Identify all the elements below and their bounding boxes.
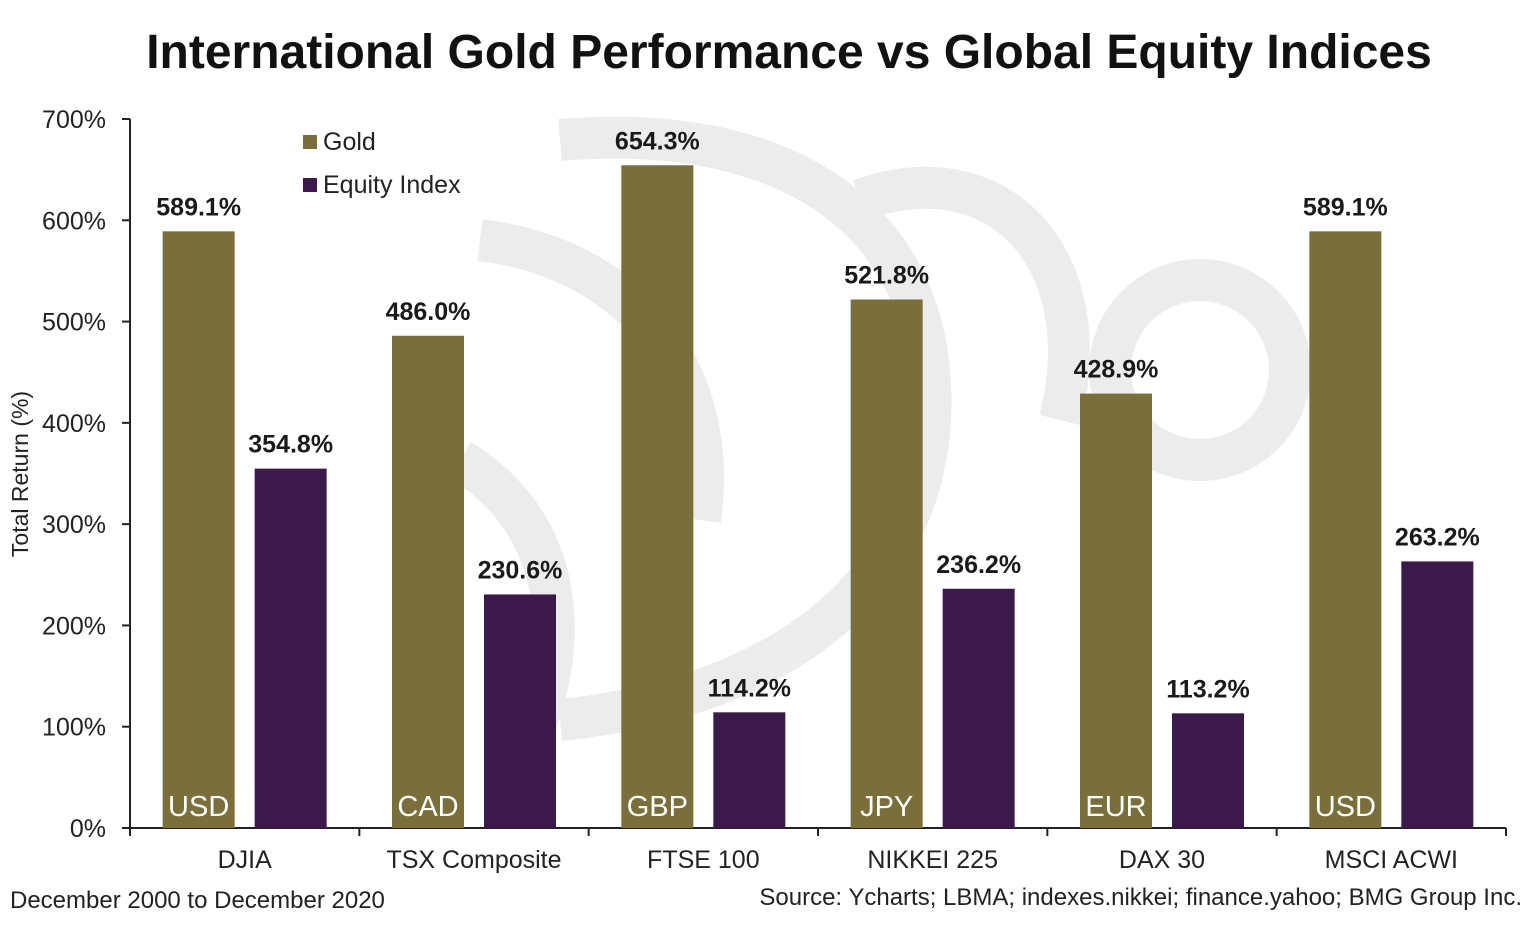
- equity-bar-nikkei-225: [942, 588, 1015, 828]
- legend-label-equity: Equity Index: [323, 171, 461, 199]
- source-note: Source: Ycharts; LBMA; indexes.nikkei; f…: [759, 884, 1522, 911]
- x-category-label: DAX 30: [1119, 846, 1205, 874]
- equity-value-label: 236.2%: [936, 551, 1021, 579]
- equity-value-label: 263.2%: [1395, 523, 1480, 551]
- y-tick-label: 400%: [42, 410, 106, 438]
- y-tick-label: 700%: [42, 106, 106, 134]
- equity-value-label: 354.8%: [248, 431, 333, 459]
- chart-title: International Gold Performance vs Global…: [146, 26, 1432, 79]
- data-labels: 589.1% 354.8% USD 486.0% 230.6% CAD 654.3% 114.…: [156, 127, 1479, 823]
- currency-label: USD: [1315, 791, 1376, 823]
- gold-value-label: 589.1%: [156, 193, 241, 221]
- currency-label: CAD: [397, 791, 458, 823]
- gold-value-label: 654.3%: [615, 127, 700, 155]
- x-category-label: NIKKEI 225: [867, 846, 998, 874]
- gold-bar-tsx-composite: [392, 335, 464, 828]
- gold-bar-nikkei-225: [850, 299, 923, 828]
- equity-bar-djia: [254, 468, 327, 828]
- x-category-label: MSCI ACWI: [1325, 846, 1458, 874]
- gold-bar-dax-30: [1080, 393, 1152, 828]
- date-range-note: December 2000 to December 2020: [10, 887, 385, 914]
- y-tick-label: 100%: [42, 714, 106, 742]
- legend-swatch-gold: [303, 135, 317, 149]
- x-category-label: FTSE 100: [647, 846, 760, 874]
- gold-bar-ftse-100: [621, 165, 694, 828]
- y-tick-label: 500%: [42, 309, 106, 337]
- y-tick-label: 300%: [42, 511, 106, 539]
- x-category-label: TSX Composite: [386, 846, 561, 874]
- axes: 0% 100% 200% 300% 400% 500% 600% 700% DJIA TSX Co…: [42, 106, 1507, 874]
- equity-bar-tsx-composite: [484, 594, 556, 828]
- equity-bar-ftse-100: [713, 712, 786, 828]
- gold-value-label: 486.0%: [386, 298, 471, 326]
- y-tick-label: 200%: [42, 612, 106, 640]
- x-category-label: DJIA: [218, 846, 273, 874]
- y-tick-label: 600%: [42, 207, 106, 235]
- gold-value-label: 428.9%: [1074, 356, 1159, 384]
- gold-value-label: 521.8%: [844, 261, 929, 289]
- bars: [162, 165, 1474, 828]
- equity-value-label: 114.2%: [708, 674, 791, 702]
- legend-label-gold: Gold: [323, 128, 376, 156]
- equity-value-label: 113.2%: [1166, 675, 1249, 703]
- legend-swatch-equity: [303, 178, 317, 192]
- currency-label: JPY: [860, 791, 913, 823]
- legend: Gold Equity Index: [303, 128, 461, 199]
- equity-bar-msci-acwi: [1401, 561, 1474, 828]
- currency-label: EUR: [1085, 791, 1146, 823]
- y-axis-label: Total Return (%): [7, 391, 33, 557]
- y-tick-label: 0%: [70, 815, 106, 843]
- equity-value-label: 230.6%: [478, 556, 563, 584]
- currency-label: GBP: [627, 791, 688, 823]
- currency-label: USD: [168, 791, 229, 823]
- gold-bar-djia: [162, 231, 235, 828]
- gold-value-label: 589.1%: [1303, 193, 1388, 221]
- gold-bar-msci-acwi: [1309, 231, 1382, 828]
- equity-bar-dax-30: [1172, 713, 1244, 828]
